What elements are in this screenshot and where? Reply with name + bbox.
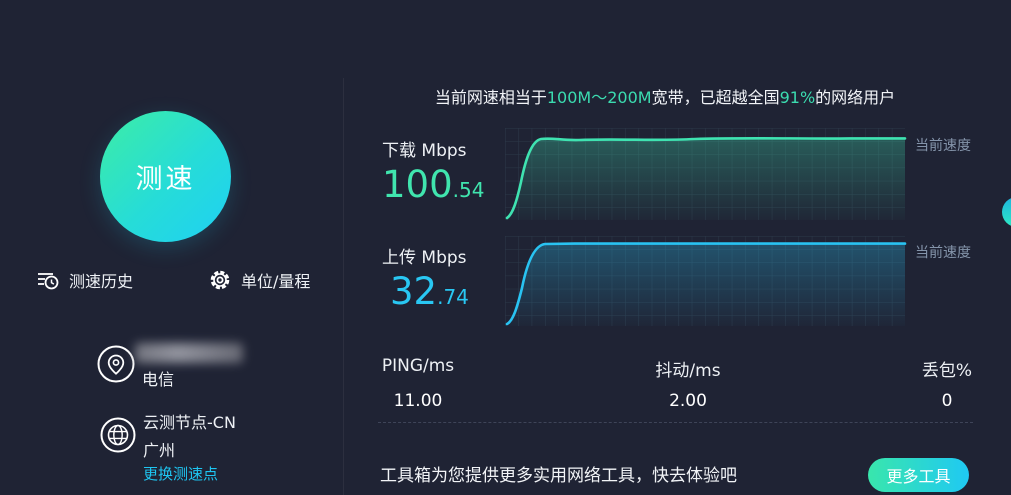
globe-icon: [99, 416, 137, 454]
download-value-dec: .54: [452, 178, 485, 202]
headline-suffix: 的网络用户: [815, 88, 896, 107]
upload-chart: [505, 236, 907, 326]
jitter-label: 抖动/ms: [655, 361, 721, 381]
unit-range-label: 单位/量程: [241, 272, 311, 291]
history-label: 测速历史: [69, 272, 134, 291]
node-name: 云测节点-CN: [143, 413, 236, 432]
start-test-button[interactable]: 测速: [100, 111, 231, 242]
packet-loss-value: 0: [941, 391, 953, 411]
history-icon: [36, 268, 60, 292]
download-chart: [505, 128, 907, 220]
floating-edge-widget[interactable]: [1002, 197, 1011, 227]
download-value: 100.54: [382, 163, 484, 206]
upload-value: 32.74: [390, 270, 469, 313]
toolbox-promo-text: 工具箱为您提供更多实用网络工具，快去体验吧: [380, 466, 737, 486]
upload-value-int: 32: [390, 270, 438, 313]
upload-label: 上传 Mbps: [382, 248, 467, 268]
download-label: 下载 Mbps: [382, 141, 467, 161]
download-current-speed-label: 当前速度: [915, 138, 971, 154]
gear-icon: [208, 268, 232, 292]
jitter-value: 2.00: [669, 391, 707, 411]
section-separator: [378, 422, 973, 423]
censored-location-text: [135, 343, 243, 363]
change-node-link[interactable]: 更换测速点: [143, 465, 219, 483]
upload-value-dec: .74: [437, 285, 469, 309]
sidebar-divider: [343, 78, 344, 495]
more-tools-button[interactable]: 更多工具: [868, 458, 969, 492]
headline-prefix: 当前网速相当于: [434, 88, 547, 107]
ping-value: 11.00: [393, 391, 443, 411]
start-test-label: 测速: [135, 164, 196, 195]
headline-middle: 宽带，已超越全国: [651, 88, 780, 107]
ping-label: PING/ms: [381, 356, 455, 376]
unit-range-menu-item[interactable]: 单位/量程: [208, 268, 310, 292]
upload-current-speed-label: 当前速度: [915, 245, 971, 261]
download-value-int: 100: [382, 163, 453, 206]
node-city: 广州: [143, 441, 176, 460]
result-headline: 当前网速相当于100M～200M宽带，已超越全国91%的网络用户: [370, 84, 960, 108]
isp-label: 电信: [142, 370, 175, 389]
history-menu-item[interactable]: 测速历史: [36, 268, 133, 292]
headline-percent: 91%: [779, 88, 816, 107]
headline-bandwidth: 100M～200M: [546, 88, 652, 107]
location-pin-icon: [96, 344, 136, 384]
packet-loss-label: 丢包%: [921, 361, 973, 381]
more-tools-label: 更多工具: [886, 469, 951, 486]
